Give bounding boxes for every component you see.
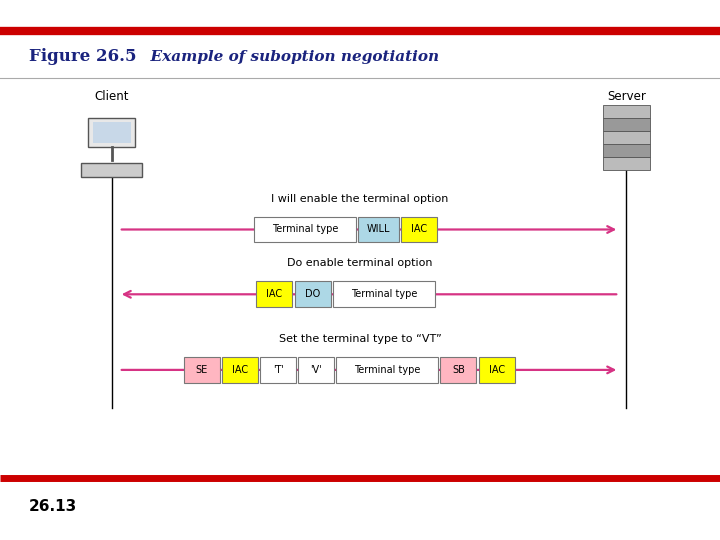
FancyBboxPatch shape	[336, 357, 438, 383]
Text: Do enable terminal option: Do enable terminal option	[287, 258, 433, 268]
Text: 'T': 'T'	[273, 365, 284, 375]
FancyBboxPatch shape	[89, 118, 135, 147]
FancyBboxPatch shape	[359, 217, 399, 242]
FancyBboxPatch shape	[184, 357, 220, 383]
Text: IAC: IAC	[232, 365, 248, 375]
Text: Terminal type: Terminal type	[351, 289, 417, 299]
FancyBboxPatch shape	[260, 357, 296, 383]
FancyBboxPatch shape	[254, 217, 356, 242]
Text: IAC: IAC	[266, 289, 282, 299]
FancyBboxPatch shape	[333, 281, 435, 307]
FancyBboxPatch shape	[401, 217, 437, 242]
FancyBboxPatch shape	[603, 157, 650, 170]
Text: SB: SB	[452, 365, 465, 375]
Text: Server: Server	[607, 90, 646, 103]
Text: SE: SE	[196, 365, 208, 375]
Text: 'V': 'V'	[310, 365, 322, 375]
Text: Set the terminal type to “VT”: Set the terminal type to “VT”	[279, 334, 441, 344]
Text: DO: DO	[305, 289, 320, 299]
Text: Figure 26.5: Figure 26.5	[29, 48, 136, 65]
FancyBboxPatch shape	[479, 357, 515, 383]
FancyBboxPatch shape	[81, 163, 143, 177]
Text: Client: Client	[94, 90, 129, 103]
FancyBboxPatch shape	[441, 357, 477, 383]
Text: Terminal type: Terminal type	[354, 365, 420, 375]
FancyBboxPatch shape	[294, 281, 330, 307]
FancyBboxPatch shape	[603, 144, 650, 157]
FancyBboxPatch shape	[222, 357, 258, 383]
Text: IAC: IAC	[411, 225, 427, 234]
Text: 26.13: 26.13	[29, 499, 77, 514]
FancyBboxPatch shape	[256, 281, 292, 307]
FancyBboxPatch shape	[603, 131, 650, 144]
FancyBboxPatch shape	[603, 118, 650, 131]
Text: I will enable the terminal option: I will enable the terminal option	[271, 193, 449, 204]
FancyBboxPatch shape	[92, 122, 131, 143]
Text: WILL: WILL	[366, 225, 390, 234]
FancyBboxPatch shape	[298, 357, 334, 383]
Text: Example of suboption negotiation: Example of suboption negotiation	[140, 50, 439, 64]
Text: IAC: IAC	[489, 365, 505, 375]
Text: Terminal type: Terminal type	[272, 225, 338, 234]
FancyBboxPatch shape	[603, 105, 650, 118]
